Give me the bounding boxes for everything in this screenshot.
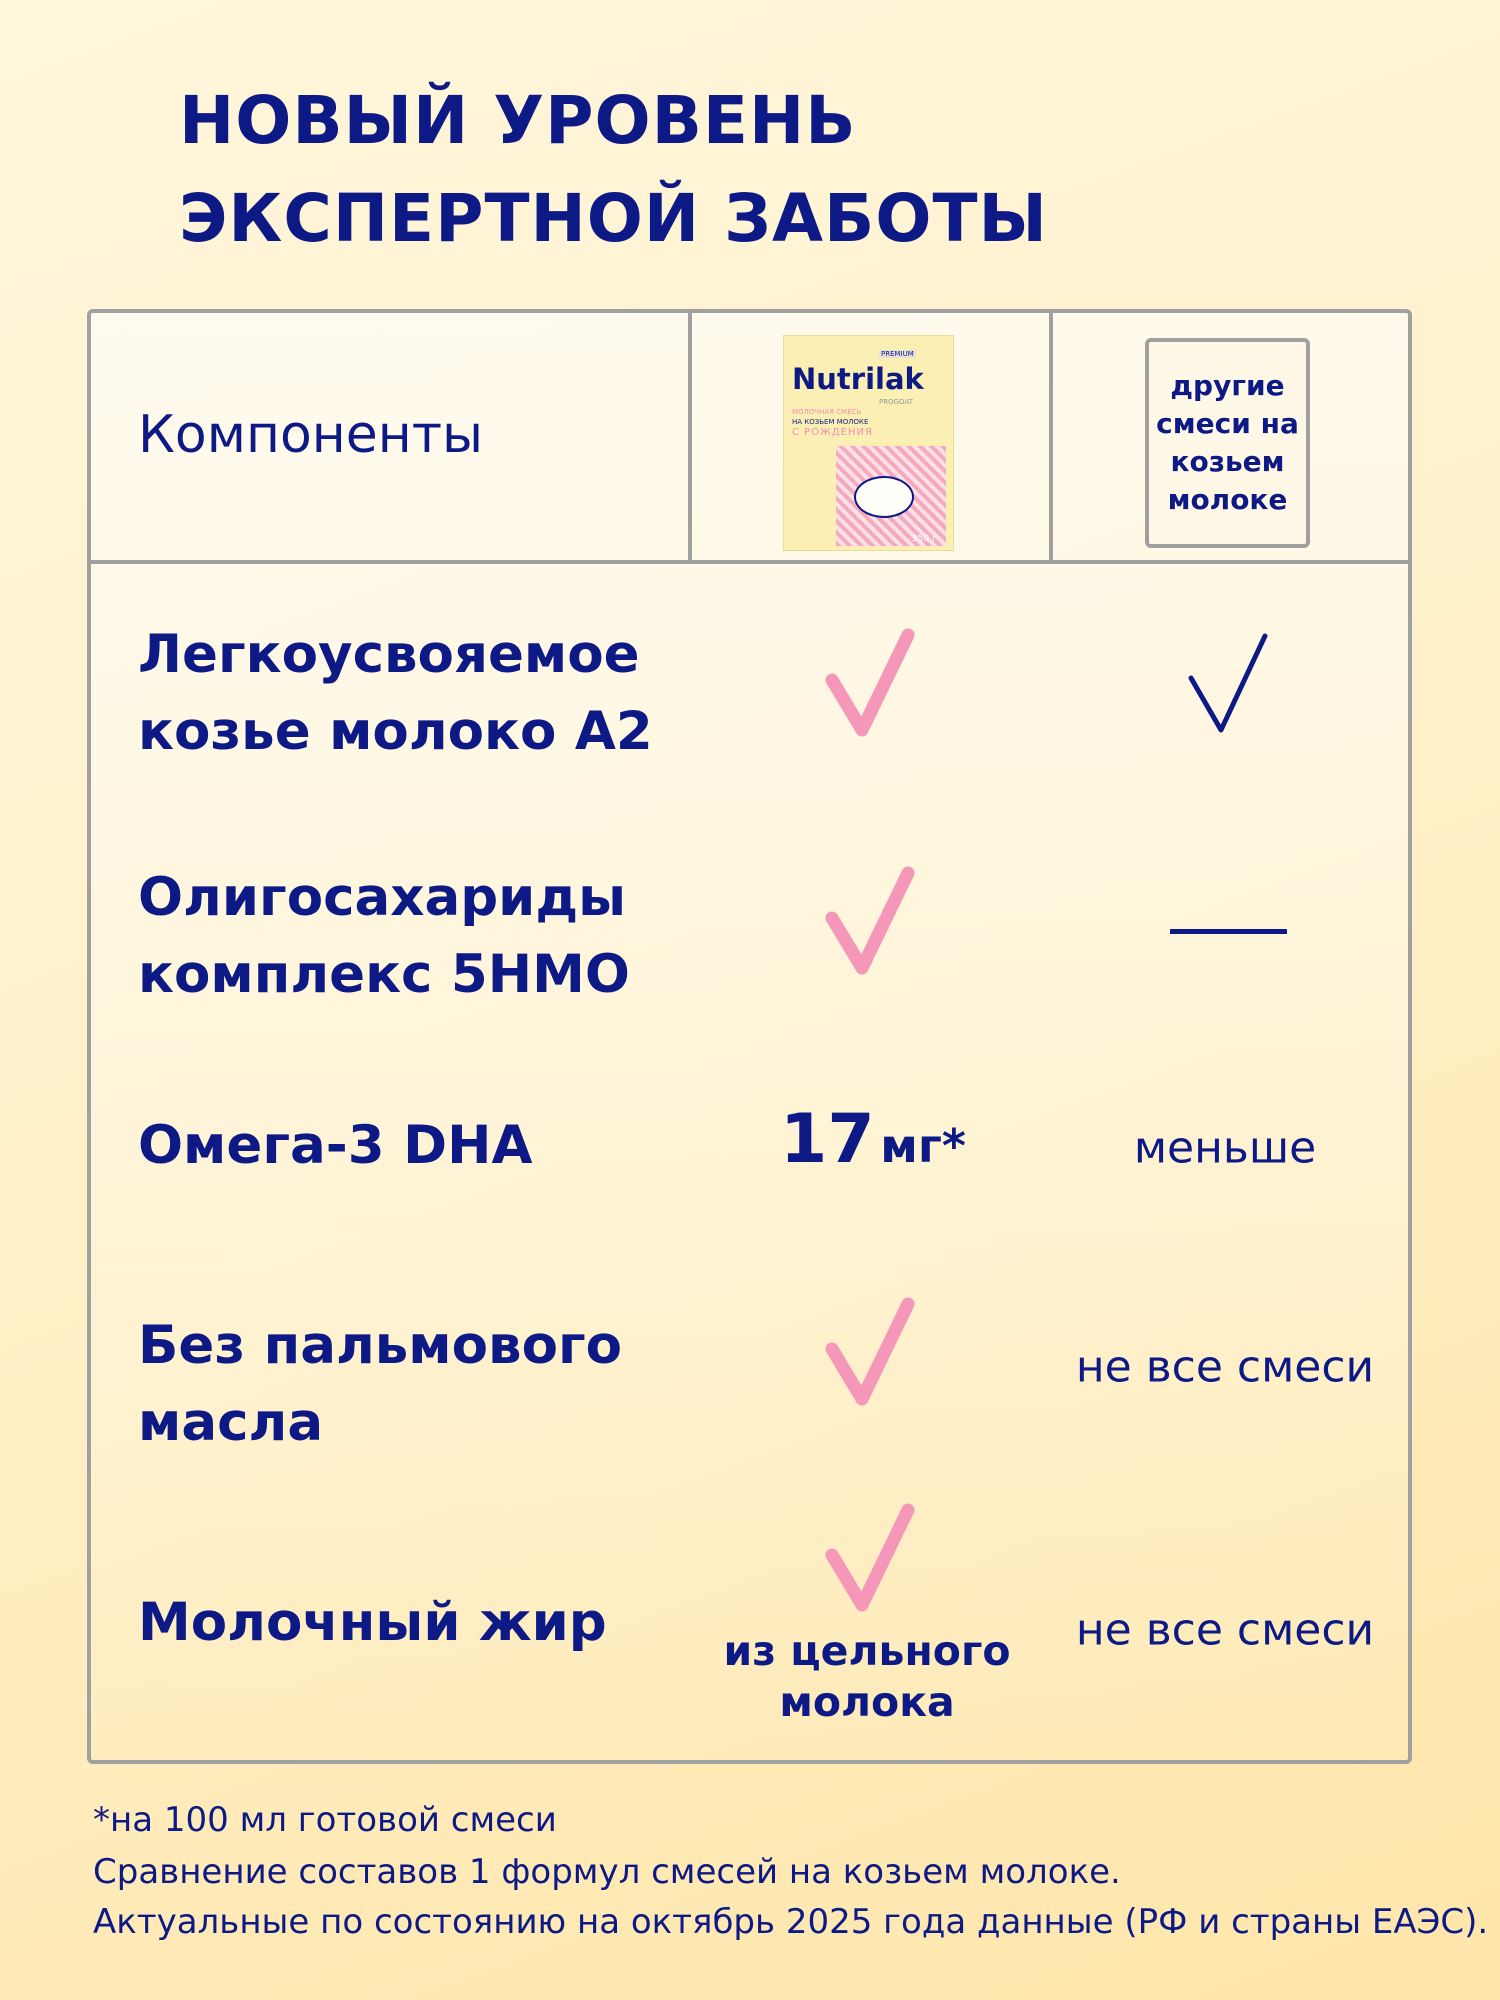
page-title-line1: НОВЫЙ УРОВЕНЬ [179, 82, 857, 159]
row-label: Молочный жир [138, 1592, 607, 1653]
pink-check-icon [825, 1297, 915, 1406]
other-mixtures-header: другие смеси на козьем молоке [1145, 338, 1310, 548]
other-fat-text: не все смеси [1075, 1604, 1375, 1656]
page-title-line2: ЭКСПЕРТНОЙ ЗАБОТЫ [179, 180, 1048, 257]
row-label: Омега-3 DHA [138, 1115, 533, 1176]
row-label: Олигосахариды комплекс 5HMO [138, 867, 630, 1005]
components-header: Компоненты [138, 405, 484, 465]
product-desc: НА КОЗЬЕМ МОЛОКЕ [792, 418, 869, 426]
dash-icon [1170, 929, 1287, 934]
pink-check-icon [825, 1503, 915, 1612]
brand-logo: Nutrilak [792, 362, 924, 396]
other-mixtures-label: другие смеси на козьем молоке [1156, 369, 1299, 516]
product-package-image: PREMIUM Nutrilak PROGOAT МОЛОЧНАЯ СМЕСЬ … [783, 335, 954, 551]
comparison-table [87, 309, 1412, 1764]
row-label: Без пальмового масла [138, 1315, 623, 1453]
pink-check-icon [825, 866, 915, 975]
product-desc: С РОЖДЕНИЯ [792, 427, 873, 438]
product-desc: МОЛОЧНАЯ СМЕСЬ [792, 408, 862, 416]
column-divider [1049, 309, 1053, 562]
navy-check-icon [1188, 633, 1268, 733]
pink-check-icon [825, 628, 915, 737]
milk-fat-note: из цельного молока [723, 1627, 1011, 1726]
header-divider [87, 560, 1412, 564]
dha-value: 17 мг* [780, 1100, 966, 1179]
other-palm-text: не все смеси [1075, 1341, 1375, 1393]
product-weight: 350 г [912, 534, 937, 544]
row-label: Легкоусвояемое козье молоко А2 [138, 624, 653, 762]
other-dha-text: меньше [1133, 1122, 1317, 1174]
product-line: PROGOAT [879, 398, 913, 406]
column-divider [688, 309, 692, 562]
premium-badge: PREMIUM [879, 350, 916, 358]
footnote: *на 100 мл готовой смеси [93, 1800, 557, 1840]
footnote: Актуальные по состоянию на октябрь 2025 … [93, 1902, 1489, 1942]
goat-illustration [854, 476, 914, 518]
footnote: Сравнение составов 1 формул смесей на ко… [93, 1852, 1121, 1892]
